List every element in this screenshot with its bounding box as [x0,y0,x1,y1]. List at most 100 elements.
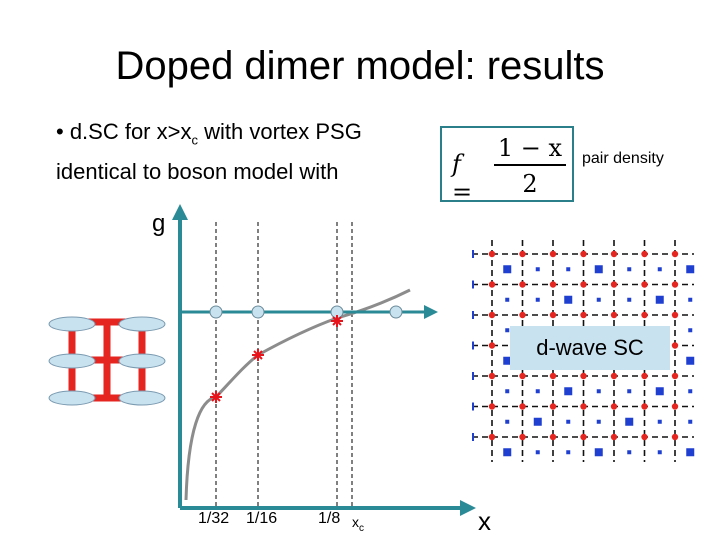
lattice-site [610,281,618,288]
lattice-site [580,433,587,441]
density-square [596,297,601,302]
page-title: Doped dimer model: results [115,44,605,88]
lattice-site [549,281,557,288]
x-axis-label: x [478,506,491,536]
star-marker-1-32 [210,391,222,403]
lattice-site [671,281,679,288]
lattice-site [580,372,587,380]
formula-numerator: 1 − x [497,134,563,162]
density-square [503,356,512,365]
bullet-text: • d.SC for x>xc with vortex PSG identica… [56,116,362,188]
lattice-site [641,372,648,380]
edge-tick [472,372,474,380]
lattice-site [671,311,679,319]
bullet-line2: identical to boson model with [56,159,339,185]
lattice-site [580,250,587,258]
density-square [596,389,601,394]
density-square [686,356,695,365]
density-square [535,450,540,455]
dimer-lattice [48,316,166,406]
lattice-site [519,403,526,410]
y-axis-label: g [152,210,166,237]
density-square [627,267,632,272]
density-square [625,417,634,426]
tick-xc-sub: c [359,522,364,534]
edge-tick [472,402,474,411]
density-square [688,297,693,302]
lattice-site [488,250,496,258]
lattice-site [549,250,557,258]
density-square [505,389,510,394]
lattice-site [519,433,526,441]
edge-tick [472,250,474,258]
lattice-site [641,311,648,319]
lattice-site [671,403,679,410]
density-square [535,389,540,394]
density-square [533,417,542,426]
lattice-site [671,372,679,380]
tick-1-32: 1/32 [198,510,230,527]
edge-tick [472,311,474,319]
boson-points [209,305,403,319]
density-square [596,419,601,424]
edge-tick [472,341,474,350]
y-axis-arrow [172,204,188,220]
density-square [566,419,571,424]
density-square [594,265,603,274]
lattice-site [488,342,496,349]
lattice-site [488,433,496,441]
dashed-guides [215,222,353,508]
lattice-site [549,403,557,410]
density-square [505,297,510,302]
bullet-line1-sub: c [191,132,198,148]
lattice-site [610,250,618,258]
tick-1-8: 1/8 [318,510,341,527]
density-square [564,295,573,304]
lattice-site [610,311,618,319]
tick-xc: xc [352,514,364,534]
lattice-site [580,403,587,410]
density-square [655,387,664,396]
tick-xc-base: x [352,514,359,530]
bullet-line1-post: with vortex PSG [197,119,362,144]
density-square [688,328,693,333]
x-axis-arrow [460,500,476,516]
lattice-site [488,403,496,410]
density-square [627,450,632,455]
density-square [564,387,573,396]
boson-line-arrow [424,305,438,319]
density-square [657,267,662,272]
density-square [594,448,603,457]
formula-box: f = 1 − x 2 [440,126,574,206]
lattice-site [519,250,526,258]
lattice-site [641,250,648,258]
lattice-site [641,433,648,441]
density-square [566,450,571,455]
lattice-site [549,372,557,380]
lattice-site [488,372,496,380]
lattice-site [488,281,496,288]
density-square [505,328,510,333]
pair-density-label: pair density [582,150,664,167]
dwave-sc-label: d-wave SC [510,326,670,370]
density-square [535,267,540,272]
lattice-site [519,281,526,288]
lattice-site [549,311,557,319]
density-square [535,297,540,302]
lattice-site [580,281,587,288]
fraction-bar [494,164,566,166]
lattice-site [671,342,679,349]
density-square [657,419,662,424]
lattice-site [641,403,648,410]
density-square [627,297,632,302]
lattice-site [610,433,618,441]
lattice-site [580,311,587,319]
star-markers [210,315,343,403]
formula-denominator: 2 [522,170,538,198]
lattice-site [549,433,557,441]
density-square [503,448,512,457]
lattice-site [610,403,618,410]
star-marker-1-16 [252,349,264,361]
density-square [503,265,512,274]
